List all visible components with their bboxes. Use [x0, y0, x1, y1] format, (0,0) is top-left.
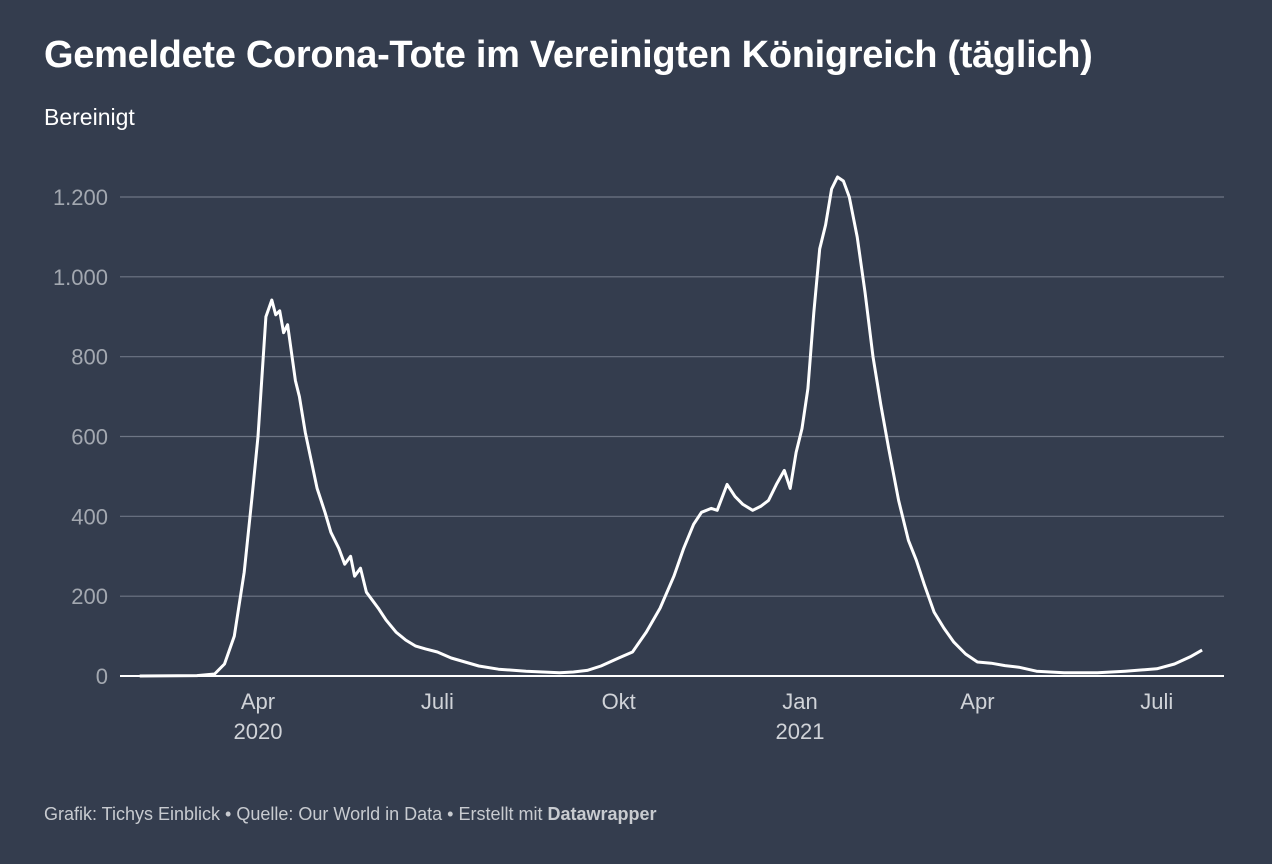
x-tick-label: Juli [421, 689, 454, 714]
chart-subtitle: Bereinigt [44, 104, 135, 130]
x-tick-year: 2020 [234, 719, 283, 744]
y-tick-label: 1.000 [53, 265, 108, 290]
y-tick-label: 800 [71, 345, 108, 370]
x-axis-labels: Apr 2020 Juli Okt Jan 2021 Apr Juli [234, 689, 1174, 744]
footer-separator: • [442, 804, 459, 824]
footer-credit: Grafik: Tichys Einblick [44, 804, 221, 824]
footer-tool-link[interactable]: Datawrapper [547, 804, 657, 824]
x-tick-label: Apr [241, 689, 275, 714]
footer-made-with: Erstellt mit [458, 804, 548, 824]
x-tick-label: Juli [1140, 689, 1173, 714]
series-line [139, 175, 1203, 678]
x-tick-year: 2021 [776, 719, 825, 744]
y-axis-labels: 0 200 400 600 800 1.000 1.200 [53, 185, 108, 689]
footer: Grafik: Tichys Einblick • Quelle: Our Wo… [44, 804, 657, 825]
y-tick-label: 0 [96, 664, 108, 689]
y-tick-label: 400 [71, 504, 108, 529]
footer-separator: • [220, 804, 237, 824]
gridlines [120, 196, 1224, 597]
y-tick-label: 200 [71, 584, 108, 609]
x-tick-label: Jan [782, 689, 817, 714]
footer-source: Quelle: Our World in Data [236, 804, 443, 824]
x-tick-label: Apr [960, 689, 994, 714]
y-tick-label: 600 [71, 425, 108, 450]
y-tick-label: 1.200 [53, 185, 108, 210]
chart-title: Gemeldete Corona-Tote im Vereinigten Kön… [44, 34, 1093, 76]
x-tick-label: Okt [602, 689, 636, 714]
